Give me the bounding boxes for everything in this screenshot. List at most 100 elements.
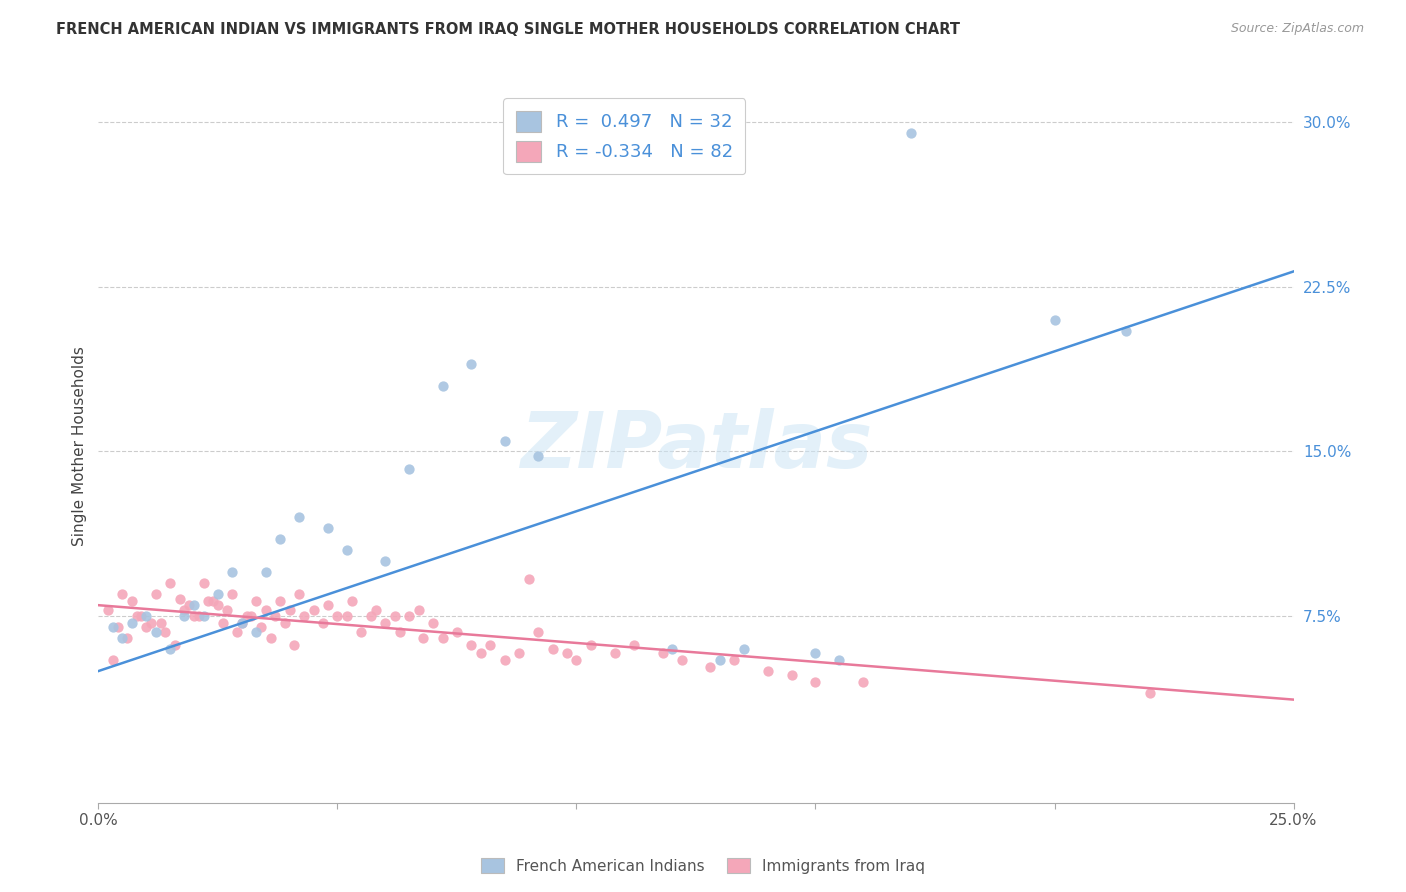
Point — [254, 566, 277, 580]
Point — [245, 624, 267, 639]
Point — [159, 642, 181, 657]
Point — [316, 598, 339, 612]
Point — [131, 609, 153, 624]
Point — [264, 609, 287, 624]
Point — [388, 624, 411, 639]
Point — [460, 638, 482, 652]
Point — [623, 638, 645, 652]
Point — [661, 642, 683, 657]
Point — [183, 609, 205, 624]
Point — [121, 594, 143, 608]
Point — [316, 521, 339, 535]
Point — [579, 638, 602, 652]
Point — [479, 638, 502, 652]
Point — [187, 609, 209, 624]
Point — [364, 602, 387, 616]
Point — [374, 615, 396, 630]
Point — [250, 620, 273, 634]
Point — [398, 462, 420, 476]
Point — [121, 615, 143, 630]
Point — [125, 609, 148, 624]
Point — [169, 591, 191, 606]
Point — [432, 631, 454, 645]
Point — [235, 609, 257, 624]
Point — [1115, 324, 1137, 338]
Point — [149, 615, 172, 630]
Point — [173, 609, 195, 624]
Point — [101, 620, 124, 634]
Point — [217, 602, 239, 616]
Point — [408, 602, 430, 616]
Point — [245, 594, 267, 608]
Point — [671, 653, 693, 667]
Legend: R =  0.497   N = 32, R = -0.334   N = 82: R = 0.497 N = 32, R = -0.334 N = 82 — [503, 98, 745, 174]
Point — [111, 587, 134, 601]
Point — [202, 594, 225, 608]
Point — [197, 594, 219, 608]
Point — [139, 615, 162, 630]
Point — [159, 576, 181, 591]
Point — [226, 624, 249, 639]
Point — [231, 615, 253, 630]
Legend: French American Indians, Immigrants from Iraq: French American Indians, Immigrants from… — [474, 852, 932, 880]
Point — [111, 631, 134, 645]
Point — [278, 602, 301, 616]
Point — [541, 642, 564, 657]
Point — [460, 357, 482, 371]
Point — [221, 587, 243, 601]
Point — [651, 647, 673, 661]
Point — [135, 609, 157, 624]
Point — [555, 647, 578, 661]
Point — [269, 594, 291, 608]
Point — [360, 609, 382, 624]
Point — [240, 609, 263, 624]
Point — [145, 587, 167, 601]
Text: Source: ZipAtlas.com: Source: ZipAtlas.com — [1230, 22, 1364, 36]
Point — [494, 653, 516, 667]
Point — [780, 668, 803, 682]
Point — [326, 609, 349, 624]
Point — [1043, 312, 1066, 326]
Point — [274, 615, 297, 630]
Point — [254, 602, 277, 616]
Point — [374, 554, 396, 568]
Point — [804, 647, 827, 661]
Point — [422, 615, 444, 630]
Point — [193, 576, 215, 591]
Text: FRENCH AMERICAN INDIAN VS IMMIGRANTS FROM IRAQ SINGLE MOTHER HOUSEHOLDS CORRELAT: FRENCH AMERICAN INDIAN VS IMMIGRANTS FRO… — [56, 22, 960, 37]
Point — [97, 602, 120, 616]
Point — [312, 615, 335, 630]
Point — [207, 587, 229, 601]
Point — [211, 615, 233, 630]
Point — [288, 587, 311, 601]
Point — [900, 126, 922, 140]
Point — [292, 609, 315, 624]
Point — [302, 602, 325, 616]
Point — [470, 647, 492, 661]
Point — [340, 594, 363, 608]
Point — [446, 624, 468, 639]
Point — [384, 609, 406, 624]
Point — [135, 620, 157, 634]
Point — [398, 609, 420, 624]
Y-axis label: Single Mother Households: Single Mother Households — [72, 346, 87, 546]
Point — [494, 434, 516, 448]
Point — [828, 653, 851, 667]
Point — [179, 598, 201, 612]
Point — [155, 624, 177, 639]
Point — [723, 653, 745, 667]
Point — [173, 602, 195, 616]
Point — [565, 653, 588, 667]
Point — [527, 449, 550, 463]
Point — [283, 638, 305, 652]
Point — [804, 675, 827, 690]
Point — [259, 631, 281, 645]
Point — [756, 664, 779, 678]
Point — [221, 566, 243, 580]
Point — [115, 631, 138, 645]
Point — [288, 510, 311, 524]
Point — [517, 572, 540, 586]
Point — [699, 659, 721, 673]
Point — [145, 624, 167, 639]
Point — [603, 647, 626, 661]
